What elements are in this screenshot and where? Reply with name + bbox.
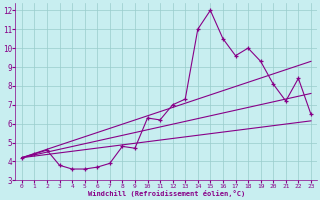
X-axis label: Windchill (Refroidissement éolien,°C): Windchill (Refroidissement éolien,°C) xyxy=(88,190,245,197)
